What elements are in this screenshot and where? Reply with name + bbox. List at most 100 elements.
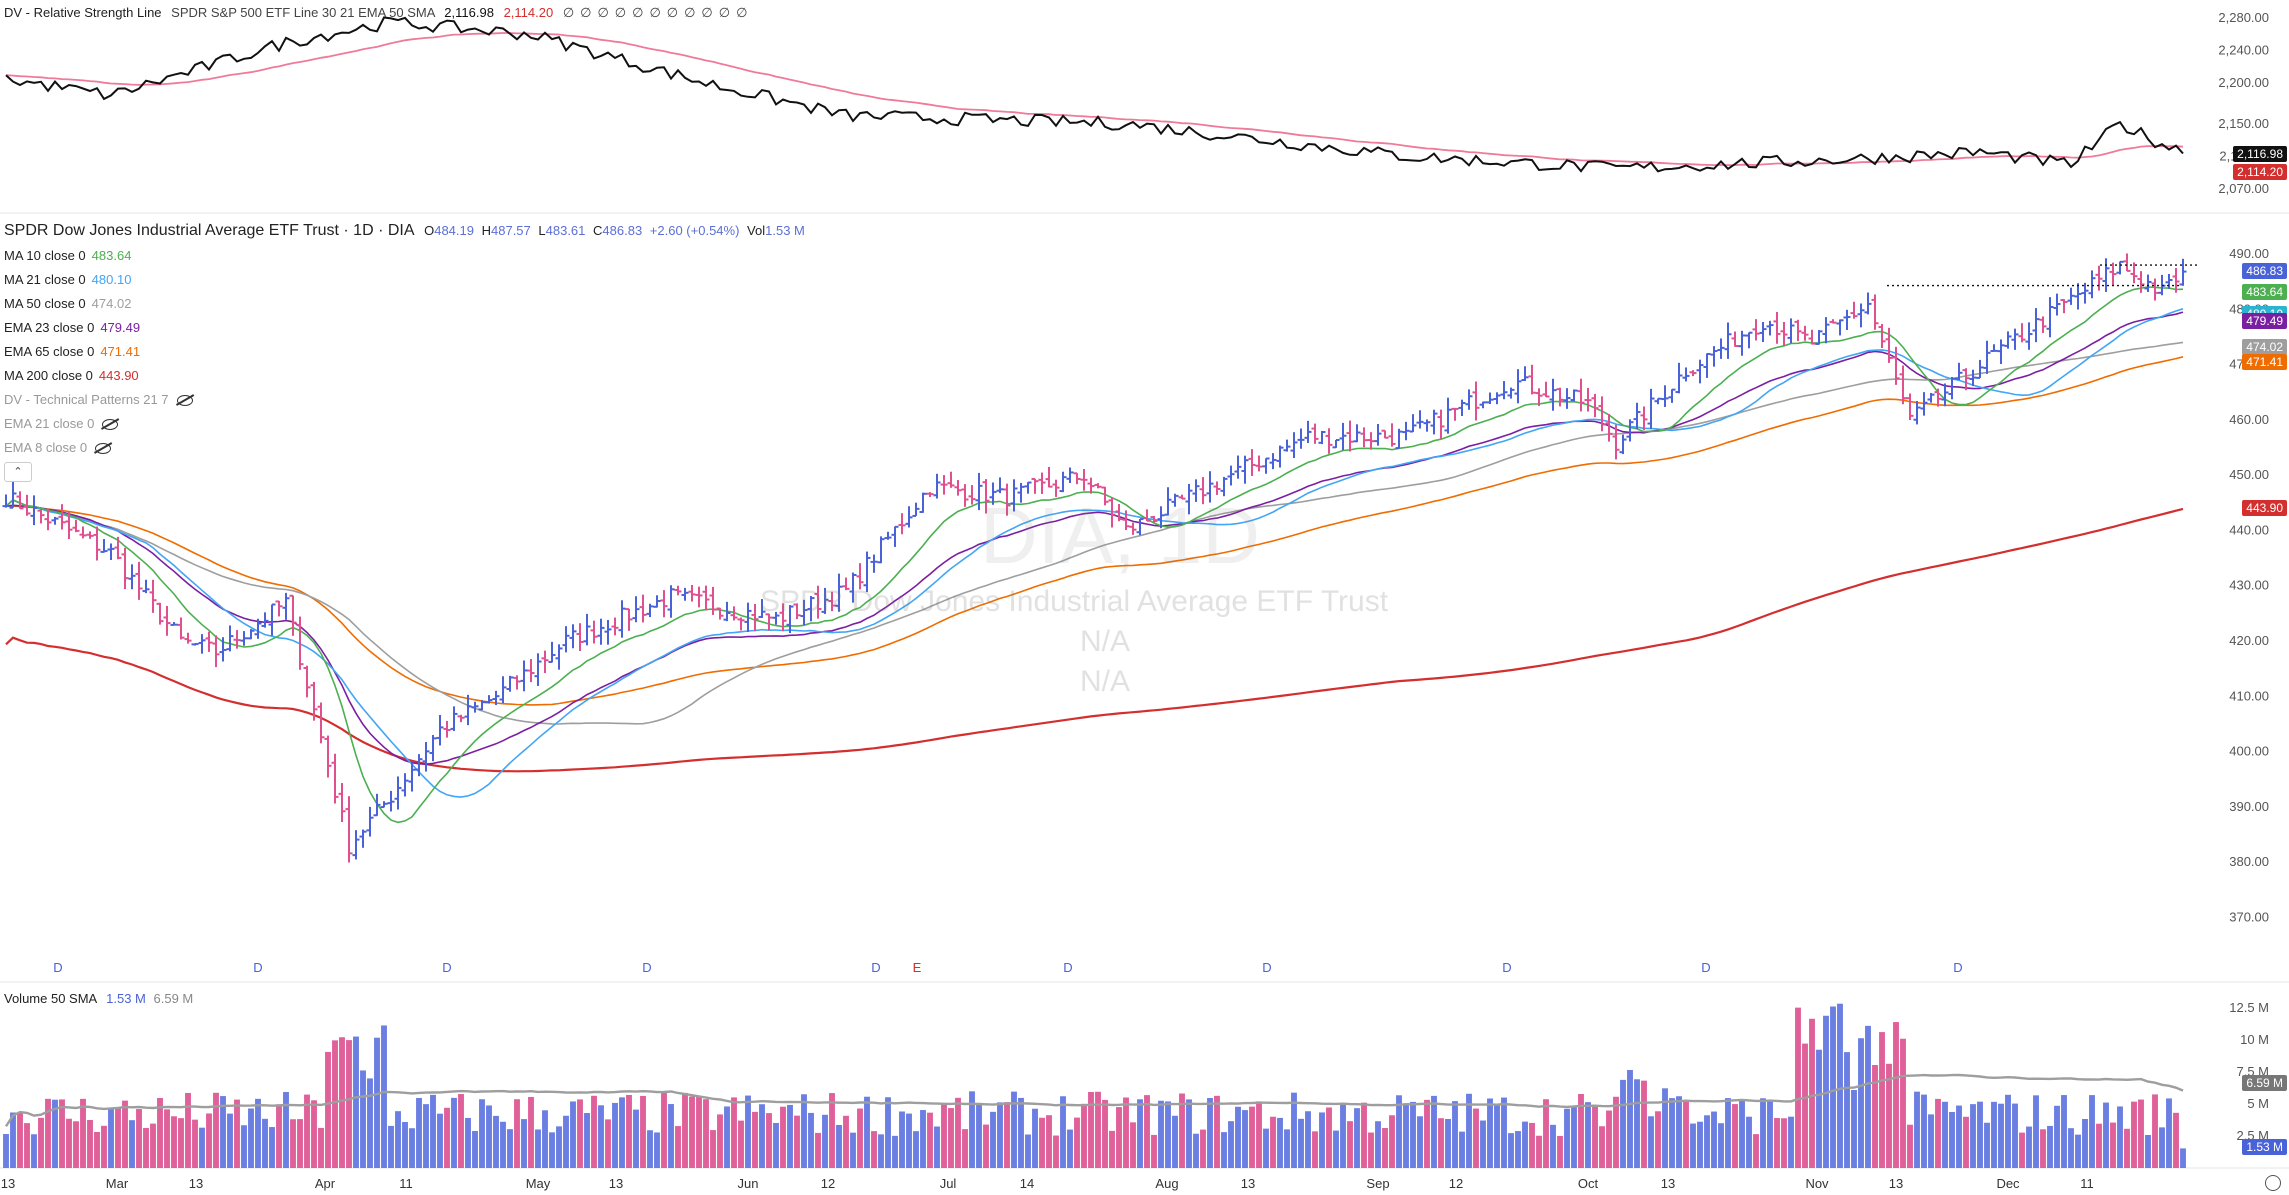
ohlc-bar bbox=[1759, 322, 1767, 343]
chart-grid bbox=[0, 212, 2289, 1169]
ohlc-bar bbox=[1052, 479, 1060, 497]
volume-sma-tag: 6.59 M bbox=[2242, 1074, 2287, 1091]
visibility-off-icon[interactable] bbox=[95, 443, 112, 455]
hidden-legend-item[interactable]: EMA 8 close 0 bbox=[4, 440, 112, 455]
volume-bar bbox=[1340, 1103, 1346, 1168]
ohlc-bar bbox=[366, 806, 374, 837]
volume-bar bbox=[1830, 1006, 1836, 1168]
ma-legend-item[interactable]: MA 10 close 0 483.64 bbox=[4, 248, 131, 263]
ohlc-bar bbox=[534, 653, 542, 686]
settings-gear-icon[interactable] bbox=[2265, 1175, 2281, 1191]
volume-bar bbox=[1109, 1130, 1115, 1168]
volume-bar bbox=[1816, 1049, 1822, 1168]
volume-bar bbox=[808, 1112, 814, 1168]
ohlc-bar bbox=[1136, 518, 1144, 536]
ohlc-bar bbox=[1276, 445, 1284, 468]
x-axis-label: 12 bbox=[821, 1176, 835, 1191]
volume-bar bbox=[556, 1126, 562, 1168]
ohlc-bar bbox=[1220, 476, 1228, 497]
ohlc-bar bbox=[1990, 344, 1998, 352]
ohlc-bar bbox=[856, 563, 864, 590]
ohlc-bar bbox=[471, 701, 479, 713]
ohlc-bar bbox=[1157, 506, 1165, 529]
ohlc-bar bbox=[863, 551, 871, 593]
ma-legend-item[interactable]: MA 200 close 0 443.90 bbox=[4, 368, 139, 383]
ohlc-bar bbox=[1094, 483, 1102, 489]
ohlc-bar bbox=[1486, 392, 1494, 405]
volume-bar bbox=[374, 1037, 380, 1168]
ohlc-bar bbox=[989, 482, 997, 505]
event-marker: D bbox=[442, 960, 451, 975]
ohlc-bar bbox=[653, 595, 661, 608]
hidden-legend-item[interactable]: EMA 21 close 0 bbox=[4, 416, 119, 431]
volume-bar bbox=[647, 1130, 653, 1168]
ohlc-bar bbox=[1339, 422, 1347, 451]
volume-bar bbox=[1242, 1110, 1248, 1168]
volume-bar bbox=[458, 1094, 464, 1168]
ma-legend-item[interactable]: MA 50 close 0 474.02 bbox=[4, 296, 131, 311]
ma-legend-label: EMA 23 close 0 bbox=[4, 320, 95, 335]
volume-bar bbox=[1683, 1100, 1689, 1168]
x-axis-label: 13 bbox=[189, 1176, 203, 1191]
ohlc-bar bbox=[464, 694, 472, 726]
volume-bar bbox=[1704, 1115, 1710, 1168]
volume-bar bbox=[710, 1130, 716, 1168]
volume-bar bbox=[535, 1129, 541, 1168]
ma-legend-item[interactable]: MA 21 close 0 480.10 bbox=[4, 272, 131, 287]
volume-bar bbox=[1515, 1131, 1521, 1168]
ohlc-bar bbox=[401, 773, 409, 797]
volume-bar bbox=[150, 1123, 156, 1168]
x-axis-label: Mar bbox=[106, 1176, 129, 1191]
volume-bar bbox=[1312, 1131, 1318, 1168]
volume-panel: 12.5 M10 M7.5 M5 M2.5 M bbox=[3, 1000, 2269, 1168]
volume-bar bbox=[1508, 1133, 1514, 1168]
ohlc-bar bbox=[1731, 331, 1739, 347]
ohlc-bar bbox=[933, 473, 941, 499]
ohlc-bar bbox=[1108, 497, 1116, 528]
ohlc-values: O484.19 H487.57 L483.61 C486.83 +2.60 (+… bbox=[424, 223, 805, 238]
ohlc-bar bbox=[1066, 467, 1074, 483]
volume-bar bbox=[2082, 1118, 2088, 1168]
event-marker: D bbox=[1953, 960, 1962, 975]
ohlc-bar bbox=[2144, 274, 2152, 292]
volume-bar bbox=[1963, 1116, 1969, 1168]
ohlc-bar bbox=[1836, 319, 1844, 336]
ohlc-bar bbox=[1577, 378, 1585, 412]
hidden-legend-item[interactable]: DV - Technical Patterns 21 7 bbox=[4, 392, 193, 407]
ohlc-bar bbox=[1262, 457, 1270, 474]
x-axis-label: Jun bbox=[738, 1176, 759, 1191]
ma-legend-item[interactable]: EMA 65 close 0 471.41 bbox=[4, 344, 140, 359]
collapse-legend-button[interactable]: ⌃ bbox=[4, 462, 32, 482]
volume-bar bbox=[1781, 1118, 1787, 1168]
ohlc-bar bbox=[1185, 483, 1193, 515]
ohlc-bar bbox=[1150, 515, 1158, 523]
ohlc-bar bbox=[562, 626, 570, 653]
visibility-off-icon[interactable] bbox=[176, 395, 193, 407]
volume-bar bbox=[451, 1097, 457, 1168]
volume-bar bbox=[1697, 1121, 1703, 1168]
volume-bar bbox=[2068, 1128, 2074, 1168]
ohlc-bar bbox=[1703, 352, 1711, 378]
rs-sma-line bbox=[5, 32, 2184, 167]
volume-bar bbox=[1130, 1122, 1136, 1168]
volume-bar bbox=[1011, 1091, 1017, 1168]
ohlc-bar bbox=[947, 471, 955, 488]
ohlc-bar bbox=[1241, 455, 1249, 484]
volume-bar bbox=[1445, 1118, 1451, 1168]
ohlc-bar bbox=[254, 618, 262, 639]
ohlc-bar bbox=[1962, 368, 1970, 391]
visibility-off-icon[interactable] bbox=[102, 419, 119, 431]
volume-bar bbox=[906, 1113, 912, 1168]
ohlc-bar bbox=[1563, 388, 1571, 409]
x-axis-label: May bbox=[526, 1176, 551, 1191]
volume-bar bbox=[2026, 1126, 2032, 1168]
ohlc-bar bbox=[926, 492, 934, 498]
ma-legend-item[interactable]: EMA 23 close 0 479.49 bbox=[4, 320, 140, 335]
ohlc-bar bbox=[2172, 268, 2180, 293]
volume-bar bbox=[759, 1104, 765, 1168]
ohlc-bar bbox=[1178, 494, 1186, 500]
x-axis-label: Sep bbox=[1366, 1176, 1389, 1191]
volume-bar bbox=[192, 1119, 198, 1168]
rs-axis-label: 2,200.00 bbox=[2218, 75, 2269, 90]
price-tag: 471.41 bbox=[2242, 353, 2287, 370]
